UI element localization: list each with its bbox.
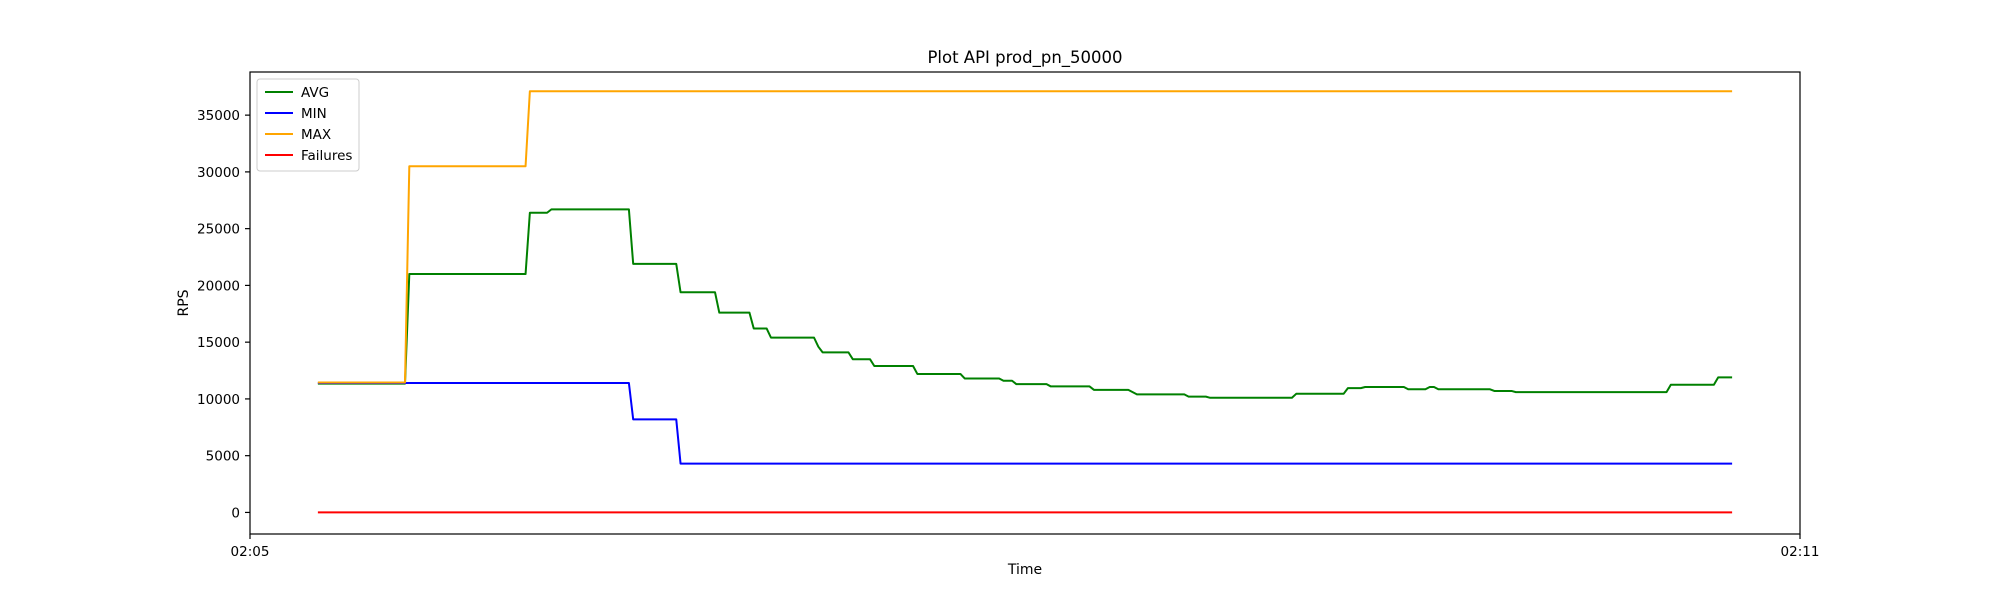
legend-label-min: MIN xyxy=(301,106,327,122)
legend-box xyxy=(256,78,360,172)
series-line-min xyxy=(317,382,1733,465)
y-tick-label: 30000 xyxy=(197,165,240,181)
series-layer xyxy=(317,90,1733,514)
chart-title: Plot API prod_pn_50000 xyxy=(927,48,1122,68)
y-tick-label: 25000 xyxy=(197,222,240,238)
y-axis-label: RPS xyxy=(176,289,192,316)
y-tick-label: 15000 xyxy=(197,335,240,351)
series-line-max xyxy=(317,90,1733,384)
y-tick-label: 0 xyxy=(231,505,240,521)
y-tick-label: 5000 xyxy=(206,449,240,465)
y-tick-label: 35000 xyxy=(197,108,240,124)
legend: AVG MIN MAX Failures xyxy=(256,78,360,172)
legend-label-avg: AVG xyxy=(301,85,329,101)
legend-label-max: MAX xyxy=(301,127,331,143)
x-axis-label: Time xyxy=(1007,562,1042,578)
plot-area-frame xyxy=(249,71,1801,535)
x-tick-label: 02:05 xyxy=(231,544,270,560)
x-axis: 02:05 02:11 xyxy=(231,534,1820,560)
y-tick-label: 10000 xyxy=(197,392,240,408)
series-line-avg xyxy=(317,208,1733,399)
y-tick-label: 20000 xyxy=(197,278,240,294)
legend-label-failures: Failures xyxy=(301,148,352,164)
x-tick-label: 02:11 xyxy=(1781,544,1820,560)
y-axis: 0 5000 10000 15000 20000 25000 30000 35000 xyxy=(197,108,250,521)
